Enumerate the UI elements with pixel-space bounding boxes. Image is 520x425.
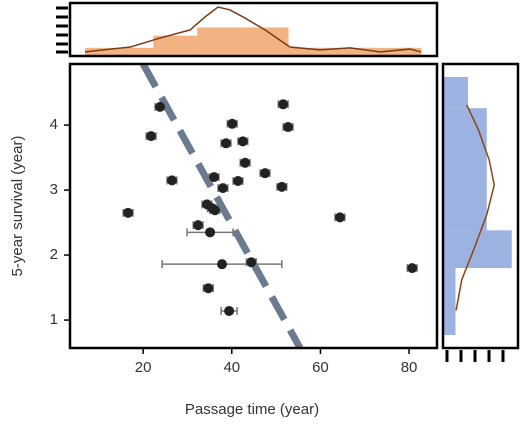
point	[221, 138, 232, 149]
point	[203, 283, 214, 294]
axes-frame	[441, 62, 520, 350]
point	[209, 172, 220, 183]
point	[407, 263, 418, 274]
point	[237, 136, 248, 147]
axes-frame	[68, 62, 439, 350]
histogram-bar	[85, 47, 154, 56]
axes-frame	[68, 1, 439, 58]
histogram-bar	[197, 27, 289, 56]
histogram-bar	[288, 47, 422, 56]
right-panel-ticks	[445, 350, 505, 362]
point	[260, 168, 271, 179]
y-tick-label: 1	[50, 311, 58, 328]
x-tick-label: 60	[312, 359, 329, 376]
x-tick-label: 80	[401, 359, 418, 376]
point	[283, 122, 294, 133]
x-tick-label: 20	[135, 359, 152, 376]
point	[278, 99, 289, 110]
y-tick-label: 3	[50, 181, 58, 198]
point	[193, 220, 204, 231]
trend-line	[140, 64, 304, 348]
point	[276, 181, 287, 192]
histogram-bar	[153, 35, 198, 56]
point	[224, 305, 235, 316]
kde-curve	[455, 104, 496, 311]
y-axis-label: 5-year survival (year)	[9, 136, 26, 277]
top-panel-ticks	[56, 6, 68, 54]
point	[146, 131, 157, 142]
point	[154, 101, 165, 112]
point	[246, 257, 257, 268]
point	[217, 259, 228, 270]
histogram-bar	[443, 230, 512, 269]
histogram-bar	[443, 268, 456, 336]
point	[166, 175, 177, 186]
y-tick-label: 4	[50, 116, 58, 133]
point	[232, 175, 243, 186]
point	[217, 183, 228, 194]
point	[205, 227, 216, 238]
point	[240, 157, 251, 168]
histogram-bar	[443, 76, 468, 109]
point	[334, 212, 345, 223]
point	[123, 207, 134, 218]
point	[209, 205, 220, 216]
x-tick-label: 40	[223, 359, 240, 376]
histogram-bar	[443, 108, 487, 231]
point	[227, 118, 238, 129]
kde-curve	[84, 6, 422, 53]
x-axis-label: Passage time (year)	[185, 401, 319, 418]
y-tick-label: 2	[50, 246, 58, 263]
